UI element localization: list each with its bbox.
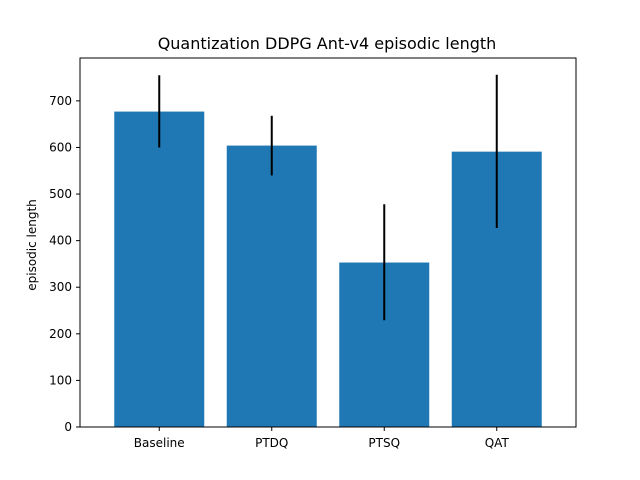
x-tick-label: Baseline — [134, 436, 185, 450]
y-tick-label: 100 — [49, 373, 72, 387]
x-tick-label: QAT — [485, 436, 510, 450]
bar-baseline — [114, 111, 205, 428]
plot-frame — [79, 57, 577, 428]
y-tick-label: 200 — [49, 327, 72, 341]
y-axis-label: episodic length — [25, 199, 39, 291]
y-tick-label: 400 — [49, 234, 72, 248]
x-tick-label: PTDQ — [255, 436, 288, 450]
error-bars-group — [158, 74, 498, 321]
y-axis: 0 100 200 300 400 500 600 700 — [49, 94, 80, 434]
bar-ptdq — [226, 145, 317, 427]
y-tick-label: 600 — [49, 140, 72, 154]
y-tick-label: 0 — [64, 420, 72, 434]
bars-group — [114, 111, 542, 428]
chart-title: Quantization DDPG Ant-v4 episodic length — [158, 34, 497, 53]
y-tick-label: 300 — [49, 280, 72, 294]
y-tick-label: 700 — [49, 94, 72, 108]
x-axis: Baseline PTDQ PTSQ QAT — [134, 427, 510, 450]
x-tick-label: PTSQ — [368, 436, 400, 450]
y-tick-label: 500 — [49, 187, 72, 201]
